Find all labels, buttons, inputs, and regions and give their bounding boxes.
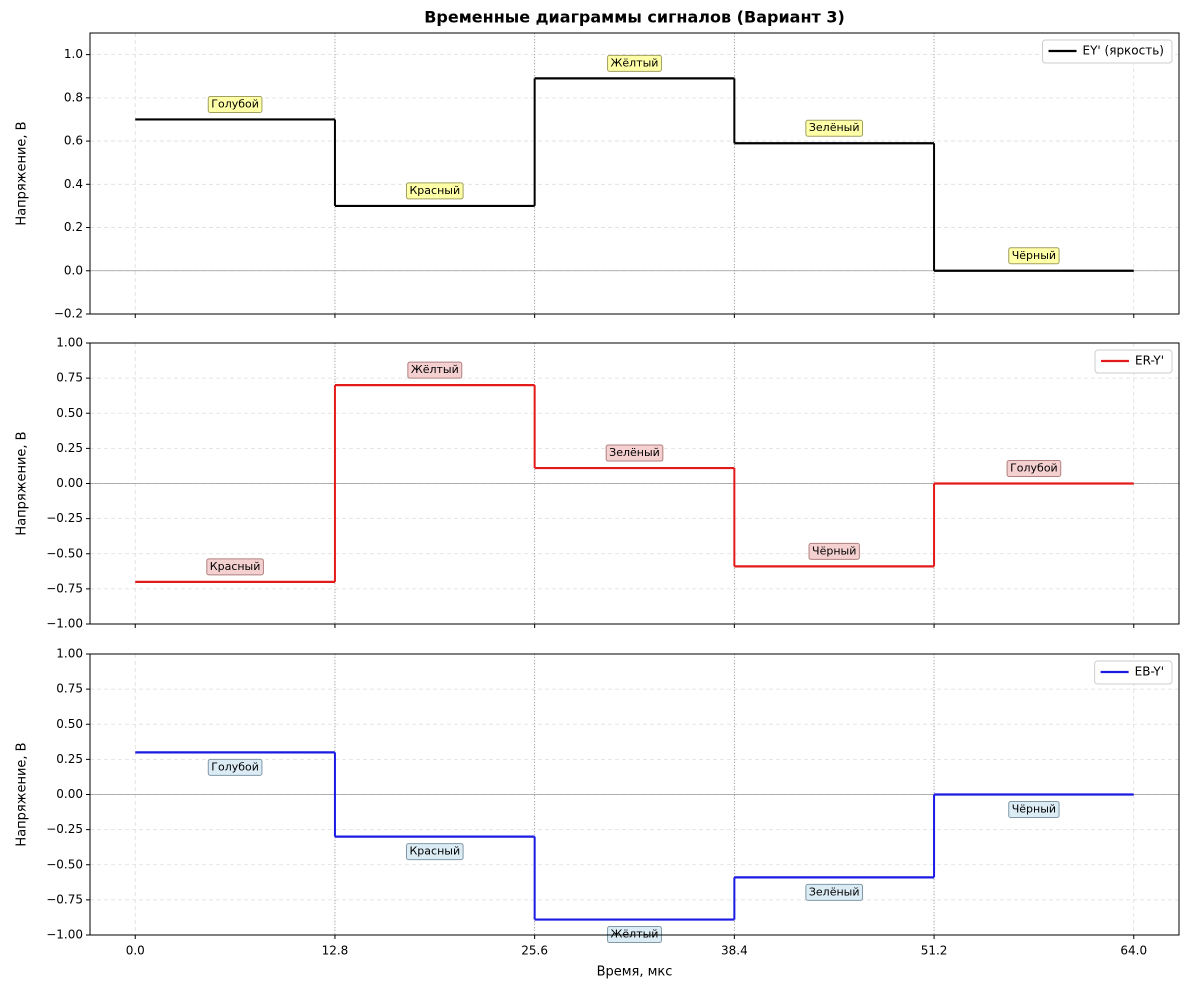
annotation: Зелёный: [805, 883, 864, 901]
y-tick-label: 0.00: [56, 476, 83, 490]
annotation-label: Голубой: [211, 760, 259, 773]
annotation: Красный: [405, 843, 464, 861]
annotation-box: [808, 542, 860, 560]
x-tick-label: 25.6: [521, 944, 548, 958]
y-tick-label: 0.50: [56, 717, 83, 731]
y-tick-label: −0.75: [46, 892, 83, 906]
annotation-box: [206, 558, 264, 576]
annotation-label: Чёрный: [812, 544, 856, 557]
legend-label: EB-Y': [1135, 665, 1164, 679]
y-axis-label: Напряжение, В: [15, 121, 30, 225]
y-tick-label: 1.0: [64, 47, 83, 61]
y-tick-label: 0.75: [56, 371, 83, 385]
axes-frame: [89, 342, 1180, 625]
y-tick-label: 0.4: [64, 177, 83, 191]
annotation-label: Чёрный: [1012, 803, 1056, 816]
annotation-box: [805, 883, 864, 901]
annotation-box: [1008, 801, 1060, 818]
legend: ER-Y': [1094, 349, 1173, 374]
annotation: Голубой: [207, 95, 263, 113]
y-axis-label: Напряжение, В: [15, 431, 30, 535]
annotation: Красный: [405, 182, 464, 200]
annotation-box: [207, 758, 263, 776]
legend-label: ER-Y': [1135, 354, 1164, 368]
x-axis-label: Время, мкс: [597, 965, 673, 980]
annotation: Зелёный: [605, 444, 664, 462]
x-tick-label: 0.0: [126, 944, 145, 958]
annotation: Голубой: [207, 758, 263, 776]
annotation: Чёрный: [1008, 247, 1060, 265]
x-tick-label: 51.2: [921, 944, 948, 958]
annotation-box: [1008, 247, 1060, 265]
y-tick-label: −0.25: [46, 822, 83, 836]
y-axis-label: Напряжение, В: [15, 742, 30, 846]
annotation: Жёлтый: [407, 361, 463, 379]
annotation-box: [405, 182, 464, 200]
y-tick-label: 0.25: [56, 752, 83, 766]
annotation-box: [207, 95, 263, 113]
legend: EY' (яркость): [1042, 39, 1173, 64]
y-tick-label: −0.50: [46, 857, 83, 871]
y-tick-label: −0.50: [46, 546, 83, 560]
x-tick-label: 38.4: [721, 944, 748, 958]
legend-box: [1094, 349, 1173, 374]
y-tick-label: 1.00: [56, 647, 83, 661]
y-tick-label: −0.75: [46, 581, 83, 595]
annotation-label: Чёрный: [1012, 249, 1056, 262]
annotation-box: [805, 119, 864, 137]
y-tick-label: 0.75: [56, 682, 83, 696]
annotation: Красный: [206, 558, 264, 576]
annotation-label: Жёлтый: [411, 363, 459, 376]
y-tick-label: −0.25: [46, 511, 83, 525]
legend-label: EY' (яркость): [1083, 44, 1164, 58]
annotation: Зелёный: [805, 119, 864, 137]
annotation-box: [605, 444, 664, 462]
annotation: Жёлтый: [607, 54, 662, 72]
annotation-box: [607, 54, 662, 72]
y-tick-label: −1.00: [46, 928, 83, 942]
annotation: Голубой: [1006, 460, 1062, 477]
annotation-label: Зелёный: [809, 121, 860, 134]
y-tick-label: 0.6: [64, 134, 83, 148]
annotation-label: Голубой: [1010, 462, 1058, 475]
y-tick-label: 0.00: [56, 787, 83, 801]
axes-frame: [89, 653, 1180, 936]
y-tick-label: 1.00: [56, 336, 83, 350]
x-tick-label: 12.8: [322, 944, 349, 958]
annotation-label: Зелёный: [809, 885, 860, 898]
y-tick-label: 0.2: [64, 220, 83, 234]
y-tick-label: 0.50: [56, 406, 83, 420]
annotation-label: Красный: [409, 845, 460, 858]
legend: EB-Y': [1094, 660, 1173, 685]
y-tick-label: −1.00: [46, 617, 83, 631]
legend-box: [1094, 660, 1173, 685]
y-tick-label: −0.2: [54, 307, 83, 321]
annotation-label: Красный: [210, 560, 261, 573]
annotation: Чёрный: [808, 542, 860, 560]
annotation-label: Зелёный: [609, 446, 660, 459]
annotation-label: Жёлтый: [611, 56, 659, 69]
annotation-box: [1006, 460, 1062, 477]
y-tick-label: 0.8: [64, 90, 83, 104]
x-tick-label: 64.0: [1120, 944, 1147, 958]
chart-title: Временные диаграммы сигналов (Вариант 3): [424, 8, 845, 27]
y-tick-label: 0.0: [64, 263, 83, 277]
annotation-label: Жёлтый: [611, 928, 659, 941]
annotation: Чёрный: [1008, 801, 1060, 818]
axes-frame: [89, 32, 1180, 315]
y-tick-label: 0.25: [56, 441, 83, 455]
annotation-box: [407, 361, 463, 379]
legend-box: [1042, 39, 1173, 64]
annotation-label: Красный: [409, 184, 460, 197]
annotation-label: Голубой: [211, 97, 259, 110]
annotation-box: [405, 843, 464, 861]
